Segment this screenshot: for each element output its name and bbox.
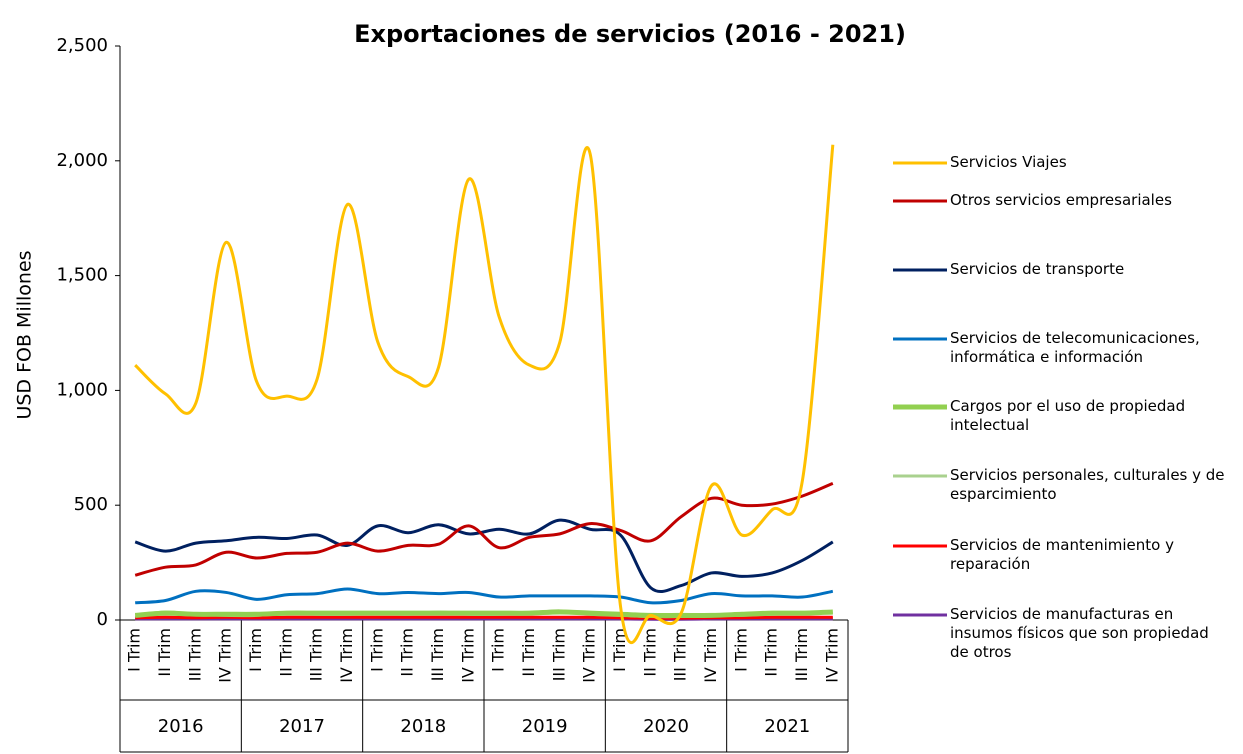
x-tick-label: I Trim [367,628,386,672]
series-line [134,144,835,645]
legend-label: Servicios de telecomunicaciones, informá… [950,329,1200,366]
group-label: 2017 [279,716,325,737]
group-label: 2020 [643,716,689,737]
x-tick-label: II Trim [640,628,659,677]
legend-label: Servicios de manufacturas en insumos fís… [950,605,1209,661]
y-tick-label: 0 [97,609,108,630]
x-tick-label: I Trim [489,628,508,672]
group-label: 2021 [764,716,810,737]
group-label: 2019 [522,716,568,737]
x-tick-label: II Trim [398,628,417,677]
x-tick-label: IV Trim [458,628,477,683]
x-tick-label: II Trim [155,628,174,677]
series-line [134,482,834,577]
x-tick-label: III Trim [307,628,326,681]
x-tick-label: IV Trim [822,628,841,683]
y-tick-label: 1,000 [56,379,108,400]
legend-label: Servicios de mantenimiento y reparación [950,536,1174,573]
x-tick-label: III Trim [185,628,204,681]
legend-label: Cargos por el uso de propiedad intelectu… [950,397,1186,434]
x-tick-label: II Trim [762,628,781,677]
legend-label: Servicios de transporte [950,260,1125,278]
legend-label: Servicios Viajes [950,153,1067,171]
x-tick-label: I Trim [246,628,265,672]
y-tick-label: 1,500 [56,265,108,286]
x-tick-label: IV Trim [580,628,599,683]
y-tick-label: 2,000 [56,150,108,171]
series-line [135,615,833,620]
group-label: 2016 [158,716,204,737]
legend-label: Servicios personales, culturales y de es… [950,466,1225,503]
x-tick-label: I Trim [125,628,144,672]
legend-label: Otros servicios empresariales [950,191,1172,209]
x-tick-label: IV Trim [701,628,720,683]
series-line [134,518,834,593]
x-tick-label: III Trim [428,628,447,681]
x-tick-label: IV Trim [216,628,235,683]
series-line [134,609,833,618]
x-tick-label: III Trim [549,628,568,681]
y-tick-label: 2,500 [56,35,108,56]
x-tick-label: IV Trim [337,628,356,683]
series-line [135,587,834,605]
chart-title: Exportaciones de servicios (2016 - 2021) [354,20,906,48]
x-tick-label: III Trim [671,628,690,681]
x-tick-label: I Trim [731,628,750,672]
x-tick-label: III Trim [792,628,811,681]
x-tick-label: II Trim [519,628,538,677]
group-label: 2018 [400,716,446,737]
x-tick-label: II Trim [276,628,295,677]
y-axis-label: USD FOB Millones [14,250,36,419]
y-tick-label: 500 [74,494,108,515]
x-tick-label: I Trim [610,628,629,672]
